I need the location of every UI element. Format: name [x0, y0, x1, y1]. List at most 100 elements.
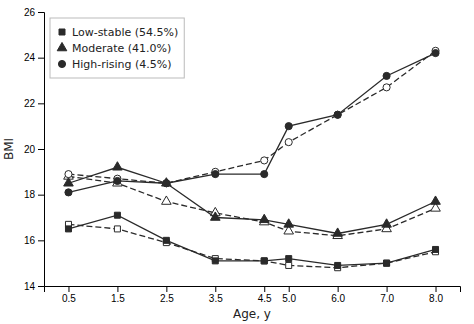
- x-tick: 4.5: [258, 286, 272, 304]
- y-tick-label: 16: [24, 235, 36, 246]
- point: [65, 171, 72, 178]
- x-tick-label: 2.5: [160, 293, 174, 304]
- legend-symbol: [57, 42, 67, 50]
- plot: 0.5 1.5 2.5 3.5 4.5 5.0 6.0 7.0 8.0 14 16 18 20 22 24 2…: [24, 7, 461, 304]
- point: [333, 228, 343, 236]
- point: [65, 226, 71, 232]
- point: [163, 180, 170, 187]
- point: [65, 189, 72, 196]
- y-tick-label: 18: [24, 189, 36, 200]
- point: [162, 178, 172, 186]
- x-tick-label: 1.5: [111, 293, 125, 304]
- point: [259, 214, 269, 222]
- x-tick-label: 7.0: [380, 293, 394, 304]
- legend-symbol: [59, 29, 65, 35]
- point: [285, 123, 292, 130]
- y-tick: 26: [24, 7, 44, 18]
- x-tick-label: 6.0: [331, 293, 345, 304]
- legend-frame: [50, 18, 184, 78]
- y-tick-label: 26: [24, 7, 36, 18]
- point: [113, 178, 123, 186]
- series: [65, 212, 438, 268]
- x-tick: 1.5: [111, 286, 125, 304]
- point: [384, 260, 390, 266]
- y-axis: 14 16 18 20 22 24 26: [24, 7, 45, 292]
- x-tick-mark: [338, 286, 339, 292]
- series: [64, 171, 441, 239]
- y-tick: 14: [24, 281, 44, 292]
- y-tick-mark: [38, 240, 44, 241]
- y-tick-mark: [38, 286, 44, 287]
- x-tick: 5.0: [282, 286, 296, 304]
- x-tick: 7.0: [380, 286, 394, 304]
- y-tick-label: 24: [24, 52, 36, 63]
- series-line: [68, 215, 435, 265]
- point: [261, 258, 267, 264]
- point: [163, 180, 170, 187]
- x-tick-label: 4.5: [258, 293, 272, 304]
- x-tick-mark: [68, 286, 69, 292]
- series: [65, 47, 439, 187]
- y-tick: 18: [24, 189, 44, 200]
- x-tick-label: 5.0: [282, 293, 296, 304]
- series: [64, 162, 441, 237]
- point: [163, 237, 169, 243]
- point: [383, 72, 390, 79]
- point: [261, 157, 268, 164]
- x-tick-mark: [264, 286, 265, 292]
- point: [431, 196, 441, 204]
- point: [210, 212, 220, 220]
- point: [114, 212, 120, 218]
- point: [334, 111, 341, 118]
- series-line: [68, 167, 435, 233]
- x-tick: 3.5: [209, 286, 223, 304]
- point: [335, 262, 341, 268]
- y-tick: 24: [24, 52, 44, 63]
- series-line: [68, 51, 435, 183]
- x-axis-title: Age, y: [233, 307, 271, 321]
- legend: Low-stable (54.5%)Moderate (41.0%)High-r…: [50, 18, 184, 78]
- y-tick-label: 14: [24, 281, 36, 292]
- point: [114, 177, 121, 184]
- x-tick-mark: [436, 286, 437, 292]
- x-tick-mark: [166, 286, 167, 292]
- point: [261, 258, 267, 264]
- y-axis-title: BMI: [2, 138, 16, 160]
- y-tick-mark: [38, 149, 44, 150]
- legend-label: Moderate (41.0%): [72, 42, 171, 55]
- chart: 0.5 1.5 2.5 3.5 4.5 5.0 6.0 7.0 8.0 14 16 18 20 22 24 2…: [0, 0, 474, 324]
- point: [286, 256, 292, 262]
- x-tick: 2.5: [160, 286, 174, 304]
- x-axis: 0.5 1.5 2.5 3.5 4.5 5.0 6.0 7.0 8.0: [45, 286, 461, 304]
- y-tick-label: 22: [24, 98, 36, 109]
- point: [286, 262, 292, 268]
- x-tick-label: 8.0: [429, 293, 443, 304]
- point: [334, 111, 341, 118]
- point: [384, 260, 390, 266]
- point: [433, 246, 439, 252]
- y-tick: 16: [24, 235, 44, 246]
- y-tick: 22: [24, 98, 44, 109]
- y-tick-mark: [38, 195, 44, 196]
- point: [383, 84, 390, 91]
- point: [114, 226, 120, 232]
- point: [212, 258, 218, 264]
- y-tick: 20: [24, 144, 44, 155]
- point: [285, 139, 292, 146]
- x-tick-label: 0.5: [62, 293, 76, 304]
- y-tick-mark: [38, 103, 44, 104]
- x-axis-line: [45, 287, 461, 293]
- legend-symbol: [58, 60, 65, 67]
- y-axis-line: [38, 13, 45, 287]
- x-tick-mark: [387, 286, 388, 292]
- legend-label: Low-stable (54.5%): [72, 26, 178, 39]
- x-tick: 0.5: [62, 286, 76, 304]
- x-tick-mark: [117, 286, 118, 292]
- point: [261, 171, 268, 178]
- point: [382, 219, 392, 227]
- y-tick-label: 20: [24, 144, 36, 155]
- x-tick-mark: [215, 286, 216, 292]
- point: [212, 171, 219, 178]
- y-tick-mark: [38, 12, 44, 13]
- series-line: [68, 176, 435, 235]
